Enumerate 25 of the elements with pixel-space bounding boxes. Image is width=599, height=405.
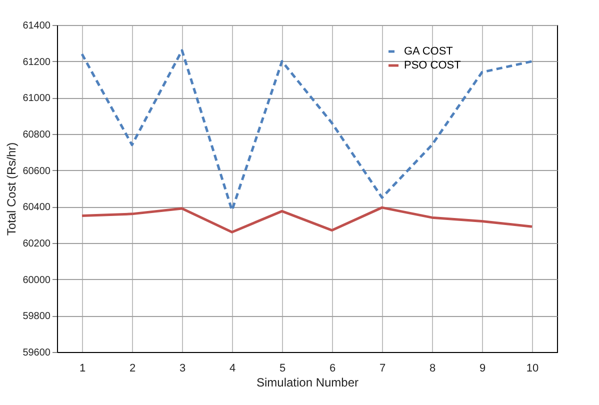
line-series: [80, 206, 534, 234]
legend-label: PSO COST: [404, 60, 462, 72]
y-tick-label: 60400: [22, 202, 51, 214]
y-tick-label: 61200: [22, 56, 51, 68]
x-tick-label: 4: [229, 362, 236, 374]
x-tick-label: 10: [526, 362, 539, 374]
y-tick-label: 60000: [22, 274, 51, 286]
x-tick-label: 6: [329, 362, 336, 374]
x-tick-label: 8: [429, 362, 436, 374]
x-tick-label: 9: [479, 362, 486, 374]
x-tick-label: 2: [129, 362, 136, 374]
x-tick-label: 1: [79, 362, 86, 374]
y-axis-title: Total Cost (Rs/hr): [4, 142, 19, 236]
y-tick-label: 59600: [22, 348, 51, 358]
legend-label: GA COST: [404, 46, 454, 58]
y-tick-label: 61000: [22, 93, 51, 104]
y-tick-label: 60800: [22, 130, 51, 140]
y-tick-label: 60200: [22, 238, 51, 250]
y-tick-label: 59800: [22, 311, 51, 322]
x-tick-label: 7: [379, 362, 386, 374]
y-tick-label: 61400: [22, 20, 51, 32]
x-tick-label: 3: [179, 362, 186, 374]
x-tick-label: 5: [279, 362, 286, 374]
y-tick-label: 60600: [22, 166, 51, 177]
x-axis-title: Simulation Number: [256, 376, 359, 390]
